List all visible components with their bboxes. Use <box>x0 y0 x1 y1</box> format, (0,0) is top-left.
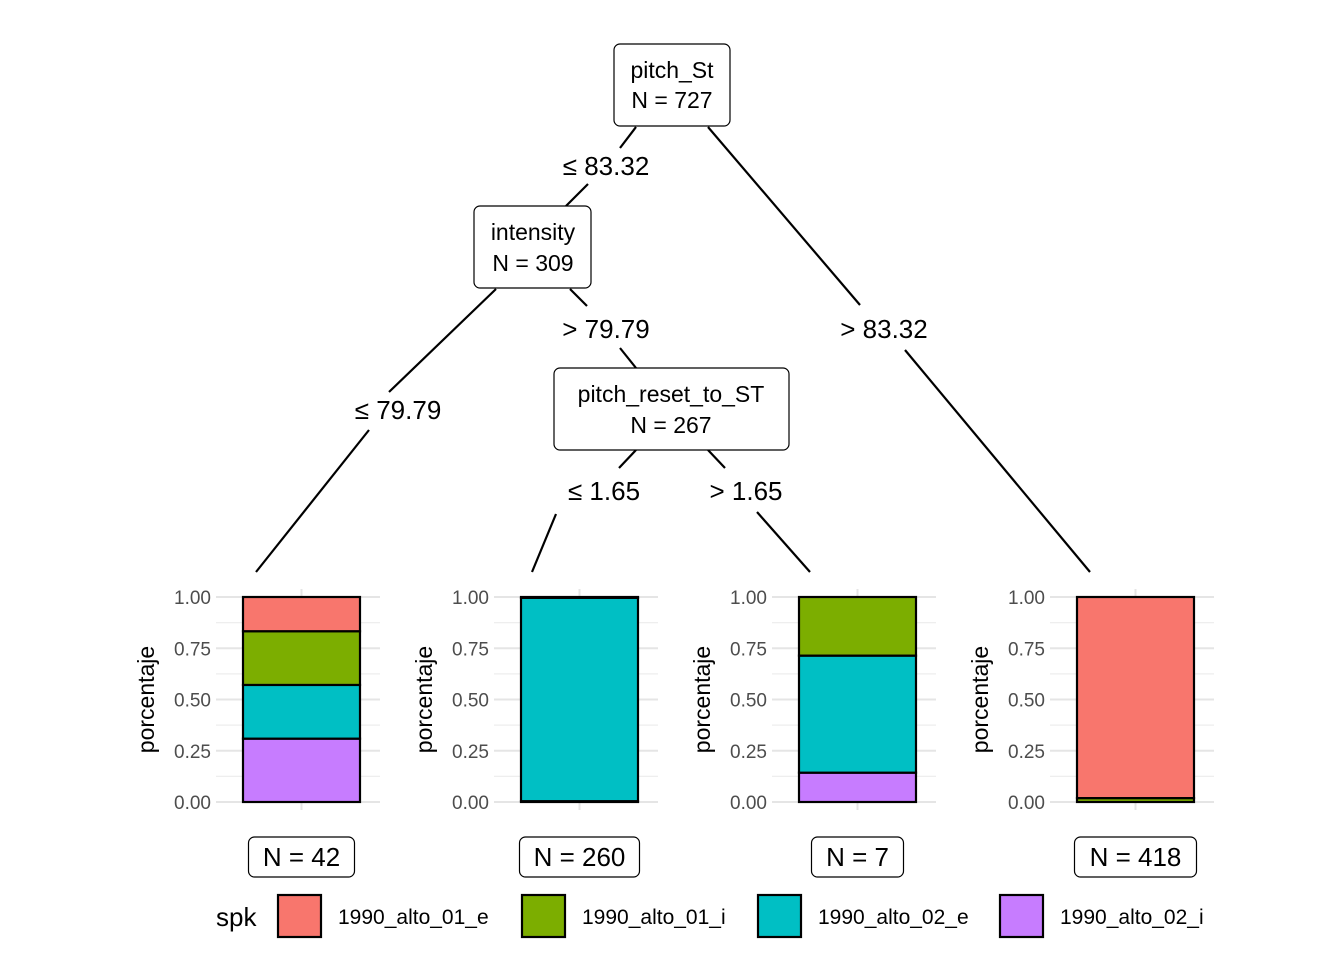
leaf-panel-1: 0.00 0.25 0.50 0.75 1.00 porcentaje N = 42 <box>133 588 380 878</box>
leaf-count-box <box>518 836 641 878</box>
edge-intensity-left-lower <box>255 429 370 573</box>
node-variable: pitch_reset_to_ST <box>578 381 765 407</box>
legend-entry-1990_alto_02_i: 1990_alto_02_i <box>998 893 1204 939</box>
node-variable: pitch_St <box>630 57 714 83</box>
legend-key <box>756 893 803 939</box>
leaf-count: N = 42 <box>263 842 340 872</box>
edge-reset-right-lower <box>756 511 811 573</box>
legend-label: 1990_alto_02_e <box>818 906 969 929</box>
node-intensity: intensity N = 309 <box>473 205 592 289</box>
legend-label: 1990_alto_01_e <box>338 906 489 929</box>
edge-intensity-right-lower <box>619 347 637 369</box>
y-tick-label: 0.25 <box>452 742 489 763</box>
y-axis-title: porcentaje <box>967 646 993 753</box>
leaf-panel-4: 0.00 0.25 0.50 0.75 1.00 porcentaje N = 418 <box>967 588 1214 878</box>
node-box <box>613 43 731 127</box>
y-tick-label: 0.00 <box>174 793 211 814</box>
legend-entry-1990_alto_02_e: 1990_alto_02_e <box>756 893 969 939</box>
node-pitch-reset-to-st: pitch_reset_to_ST N = 267 <box>553 367 790 451</box>
leaf-panel-2: 0.00 0.25 0.50 0.75 1.00 porcentaje N = 260 <box>411 588 658 878</box>
y-tick-label: 0.25 <box>730 742 767 763</box>
edge-label-intensity-right: > 79.79 <box>562 314 649 344</box>
legend-entry-1990_alto_01_i: 1990_alto_01_i <box>520 893 726 939</box>
node-count: N = 267 <box>630 412 711 438</box>
edge-root-left-lower <box>565 183 589 207</box>
y-tick-label: 0.75 <box>174 639 211 660</box>
y-tick-label: 1.00 <box>1008 588 1045 609</box>
tree-edges <box>255 126 1091 573</box>
y-tick-label: 0.25 <box>1008 742 1045 763</box>
bar-segment-1990_alto_02_i <box>241 737 362 804</box>
node-count: N = 309 <box>492 250 573 276</box>
y-axis-title: porcentaje <box>689 646 715 753</box>
legend-label: 1990_alto_01_i <box>582 906 726 929</box>
leaf-count-box <box>247 836 356 878</box>
edge-reset-left-upper <box>618 449 637 469</box>
y-tick-label: 0.75 <box>452 639 489 660</box>
y-tick-label: 0.00 <box>730 793 767 814</box>
bar-segment-1990_alto_01_e <box>1075 595 1196 800</box>
bar-segment-1990_alto_01_e <box>519 595 640 599</box>
bar-segment-1990_alto_01_e <box>241 595 362 633</box>
bar-segment-1990_alto_02_e <box>797 654 918 774</box>
edge-label-reset-left: ≤ 1.65 <box>568 476 640 506</box>
edge-label-intensity-left: ≤ 79.79 <box>355 395 442 425</box>
edge-label-reset-right: > 1.65 <box>709 476 782 506</box>
y-tick-label: 0.25 <box>174 742 211 763</box>
node-box <box>473 205 592 289</box>
node-count: N = 727 <box>631 87 712 113</box>
legend-entry-1990_alto_01_e: 1990_alto_01_e <box>276 893 489 939</box>
y-tick-label: 1.00 <box>452 588 489 609</box>
y-tick-label: 0.50 <box>1008 691 1045 712</box>
leaf-panel-3: 0.00 0.25 0.50 0.75 1.00 porcentaje N = 7 <box>689 588 936 878</box>
leaf-count: N = 260 <box>534 842 626 872</box>
leaf-count-box <box>810 836 905 878</box>
bar-segment-1990_alto_02_i <box>797 771 918 804</box>
bar-segment-1990_alto_01_i <box>241 630 362 687</box>
edge-root-right-upper <box>707 126 861 306</box>
y-tick-label: 1.00 <box>174 588 211 609</box>
edge-label-root-left: ≤ 83.32 <box>563 151 650 181</box>
bar-segment-1990_alto_01_i <box>797 595 918 657</box>
leaf-count: N = 7 <box>826 842 889 872</box>
edge-reset-left-lower <box>530 513 558 573</box>
y-tick-label: 0.00 <box>452 793 489 814</box>
edge-intensity-right-upper <box>569 288 588 307</box>
y-tick-label: 0.50 <box>730 691 767 712</box>
legend-title: spk <box>216 902 257 932</box>
y-axis-title: porcentaje <box>411 646 437 753</box>
y-tick-label: 1.00 <box>730 588 767 609</box>
y-tick-label: 0.75 <box>730 639 767 660</box>
y-tick-label: 0.50 <box>174 691 211 712</box>
y-tick-label: 0.00 <box>1008 793 1045 814</box>
legend: spk 1990_alto_01_e 1990_alto_01_i 1990_alt… <box>216 893 1204 939</box>
edge-reset-right-upper <box>707 449 726 469</box>
y-tick-label: 0.50 <box>452 691 489 712</box>
node-box <box>553 367 790 451</box>
legend-key <box>998 893 1045 939</box>
bar-segment-1990_alto_02_e <box>519 596 640 803</box>
leaf-count: N = 418 <box>1090 842 1182 872</box>
edge-label-root-right: > 83.32 <box>840 314 927 344</box>
y-axis-title: porcentaje <box>133 646 159 753</box>
legend-key <box>520 893 567 939</box>
legend-key <box>276 893 323 939</box>
node-pitch-st: pitch_St N = 727 <box>613 43 731 127</box>
edge-root-left-upper <box>619 126 637 149</box>
legend-label: 1990_alto_02_i <box>1060 906 1204 929</box>
node-variable: intensity <box>491 219 576 245</box>
bar-segment-1990_alto_02_e <box>241 683 362 740</box>
y-tick-label: 0.75 <box>1008 639 1045 660</box>
edge-root-right-lower <box>904 349 1091 573</box>
edge-intensity-left-upper <box>388 288 497 393</box>
leaf-count-box <box>1073 836 1198 878</box>
